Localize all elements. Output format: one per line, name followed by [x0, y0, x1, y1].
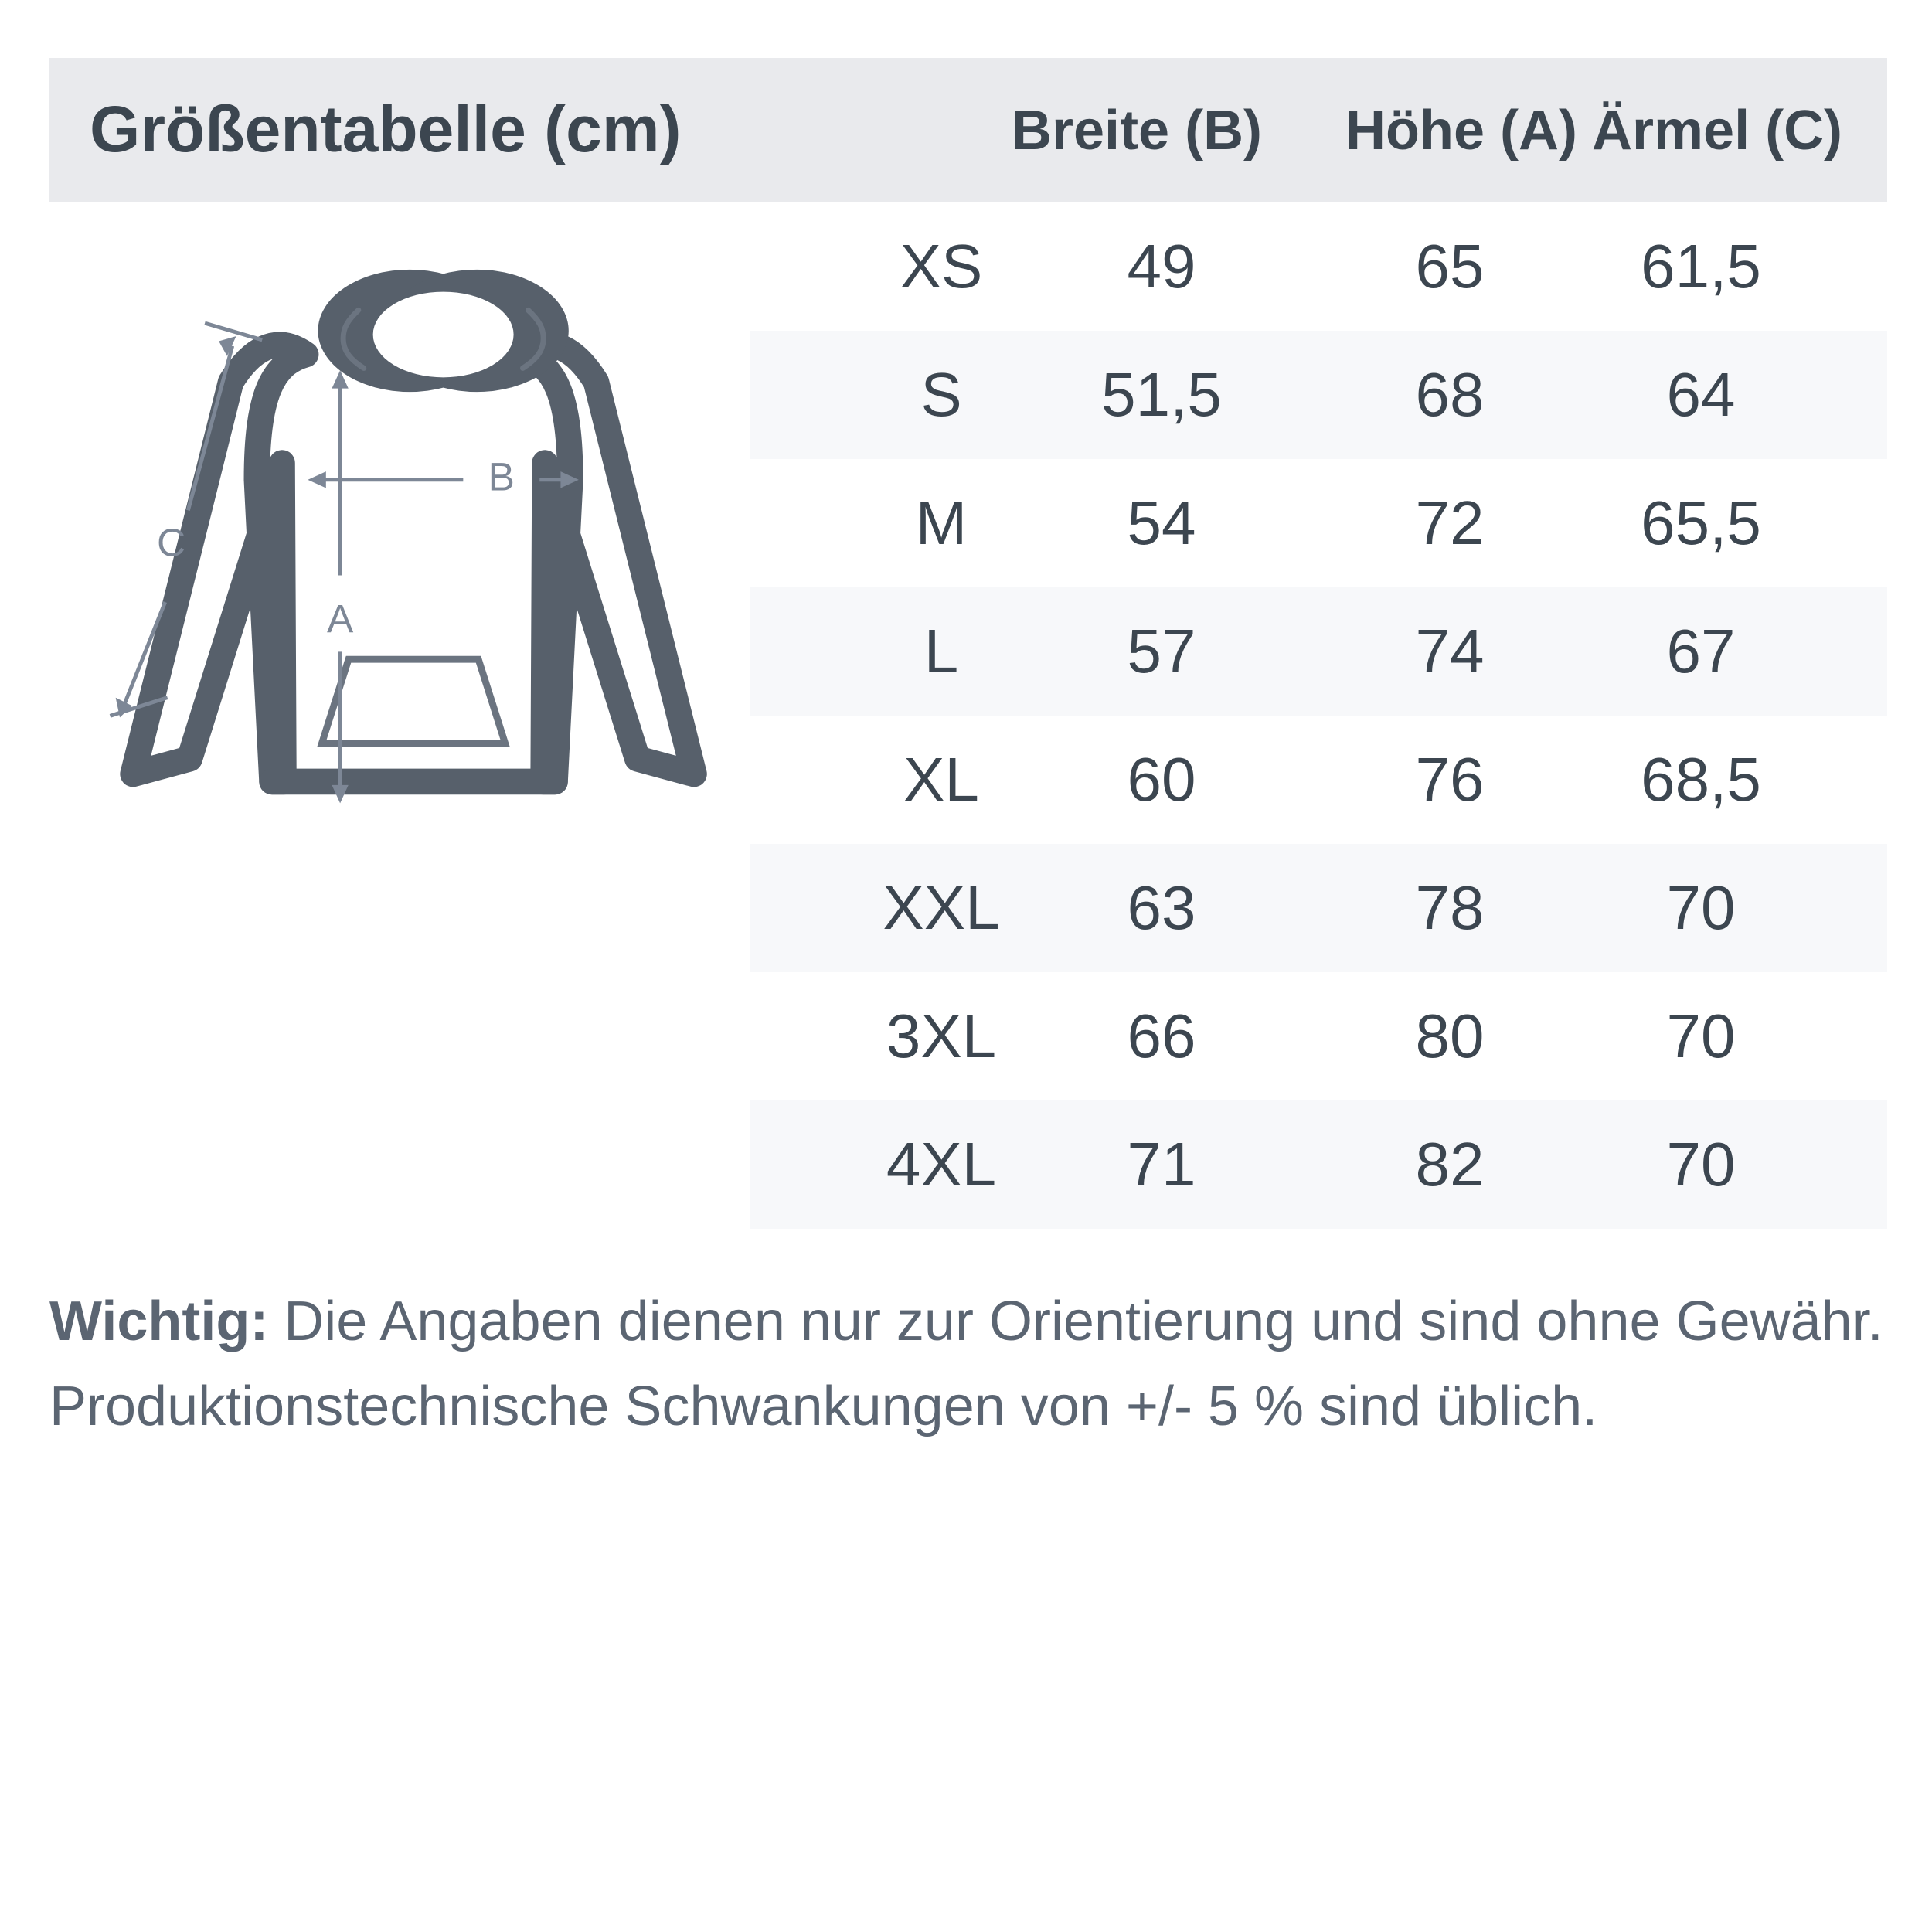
- svg-text:B: B: [488, 454, 515, 498]
- svg-text:C: C: [157, 520, 185, 565]
- svg-text:A: A: [327, 597, 354, 641]
